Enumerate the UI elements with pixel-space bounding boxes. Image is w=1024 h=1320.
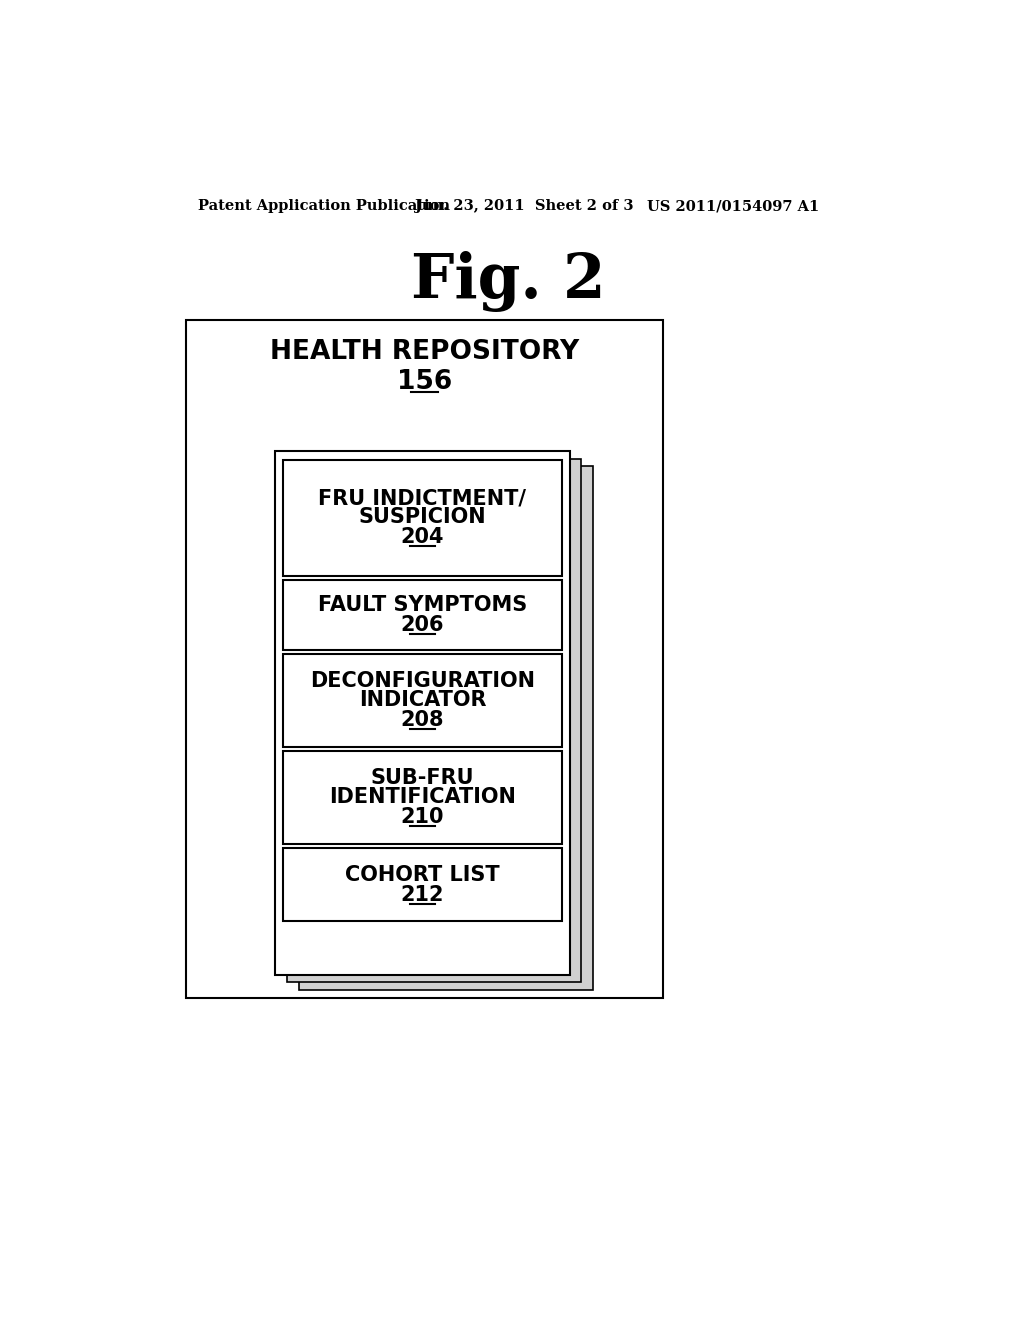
Text: FRU INDICTMENT/: FRU INDICTMENT/ [318,488,526,508]
Text: DECONFIGURATION: DECONFIGURATION [310,672,535,692]
Bar [275,451,569,974]
Text: Fig. 2: Fig. 2 [411,251,605,312]
Text: COHORT LIST: COHORT LIST [345,865,500,884]
Bar [283,849,562,921]
Text: SUSPICION: SUSPICION [358,507,486,527]
Text: IDENTIFICATION: IDENTIFICATION [329,787,516,807]
Text: INDICATOR: INDICATOR [358,690,486,710]
Text: 212: 212 [400,884,444,906]
Bar [299,466,593,990]
Bar [186,321,663,998]
Text: US 2011/0154097 A1: US 2011/0154097 A1 [647,199,819,213]
Text: FAULT SYMPTOMS: FAULT SYMPTOMS [317,595,527,615]
Text: 204: 204 [400,527,444,548]
Text: 210: 210 [400,807,444,826]
Bar [283,461,562,576]
Bar [283,581,562,649]
Text: 156: 156 [397,368,452,395]
Bar [283,655,562,747]
Text: Patent Application Publication: Patent Application Publication [198,199,450,213]
Bar [287,459,582,982]
Text: HEALTH REPOSITORY: HEALTH REPOSITORY [269,339,579,366]
Text: 208: 208 [400,710,444,730]
Bar [283,751,562,843]
Text: Jun. 23, 2011  Sheet 2 of 3: Jun. 23, 2011 Sheet 2 of 3 [415,199,633,213]
Text: SUB-FRU: SUB-FRU [371,768,474,788]
Text: 206: 206 [400,615,444,635]
